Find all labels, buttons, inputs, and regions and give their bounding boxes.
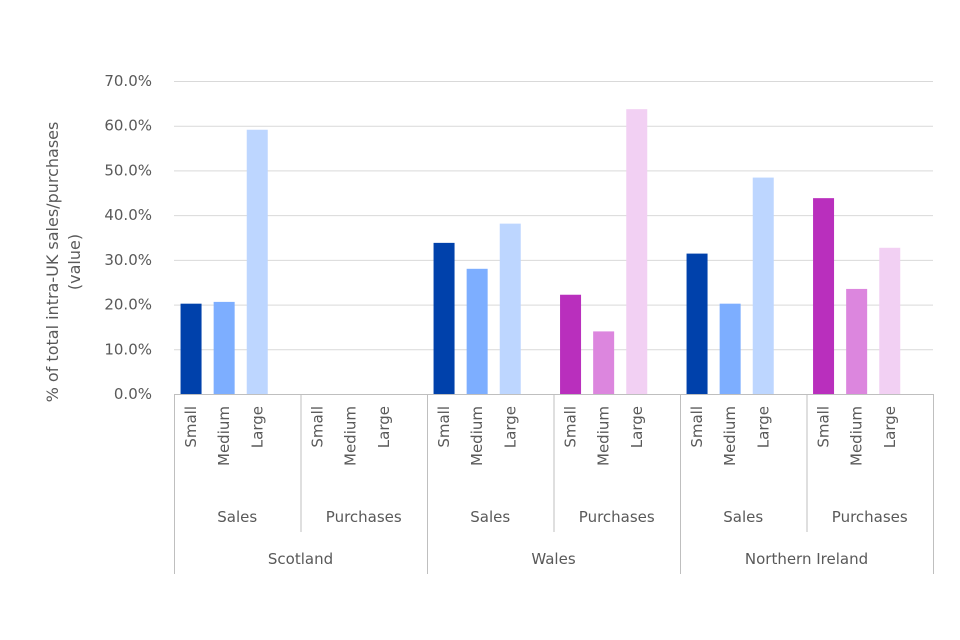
bar-northern-ireland-sales-small: [686, 253, 708, 394]
size-label: Small: [815, 406, 833, 448]
region-label: Northern Ireland: [745, 550, 868, 568]
group-label: Purchases: [579, 508, 655, 526]
bar-wales-sales-large: [499, 223, 521, 394]
size-label: Large: [881, 406, 899, 448]
bar-scotland-sales-large: [246, 129, 268, 394]
bar-northern-ireland-sales-medium: [719, 303, 741, 394]
size-label: Large: [501, 406, 519, 448]
size-label: Medium: [468, 406, 486, 466]
bar-wales-sales-medium: [466, 268, 488, 394]
y-tick-label: 40.0%: [104, 206, 152, 224]
bar-wales-purchases-medium: [593, 331, 615, 394]
size-label: Large: [628, 406, 646, 448]
category-labels: Scotland Sales Small Medium Large Purchases Sm…: [182, 406, 908, 568]
region-label: Scotland: [268, 550, 333, 568]
size-label: Medium: [721, 406, 739, 466]
gridlines: [174, 81, 933, 395]
y-tick-label: 10.0%: [104, 340, 152, 358]
bar-wales-sales-small: [433, 242, 455, 394]
region-label: Wales: [531, 550, 575, 568]
category-axis: [174, 394, 934, 574]
bar-scotland-sales-medium: [213, 301, 235, 394]
y-axis-ticks: 0.0% 10.0% 20.0% 30.0% 40.0% 50.0% 60.0% 70.0%: [104, 72, 152, 403]
bar-northern-ireland-purchases-medium: [846, 288, 868, 394]
size-label: Medium: [215, 406, 233, 466]
bar-northern-ireland-purchases-large: [879, 247, 901, 394]
size-label: Large: [248, 406, 266, 448]
size-label: Small: [562, 406, 580, 448]
group-label: Purchases: [832, 508, 908, 526]
size-label: Medium: [342, 406, 360, 466]
y-tick-label: 0.0%: [114, 385, 152, 403]
y-tick-label: 20.0%: [104, 296, 152, 314]
size-label: Medium: [848, 406, 866, 466]
group-label: Sales: [217, 508, 257, 526]
group-label: Sales: [470, 508, 510, 526]
bar-northern-ireland-purchases-small: [813, 198, 835, 394]
y-tick-label: 70.0%: [104, 72, 152, 90]
size-label: Large: [375, 406, 393, 448]
y-tick-label: 30.0%: [104, 251, 152, 269]
bars: [180, 109, 901, 395]
size-label: Medium: [595, 406, 613, 466]
group-label: Purchases: [326, 508, 402, 526]
bar-wales-purchases-small: [560, 294, 582, 394]
bar-wales-purchases-large: [626, 109, 648, 395]
y-tick-label: 50.0%: [104, 161, 152, 179]
bar-scotland-sales-small: [180, 303, 202, 394]
group-label: Sales: [723, 508, 763, 526]
size-label: Small: [309, 406, 327, 448]
size-label: Small: [435, 406, 453, 448]
y-axis-title: % of total intra-UK sales/purchases (valu…: [43, 122, 84, 403]
y-tick-label: 60.0%: [104, 117, 152, 135]
size-label: Large: [754, 406, 772, 448]
size-label: Small: [688, 406, 706, 448]
size-label: Small: [182, 406, 200, 448]
bar-northern-ireland-sales-large: [752, 177, 774, 394]
